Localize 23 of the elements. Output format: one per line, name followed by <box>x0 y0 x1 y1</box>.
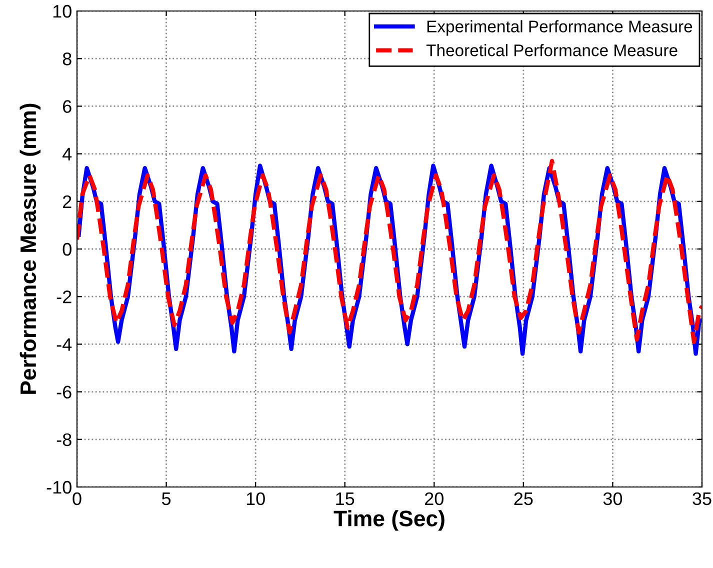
y-tick-label: -8 <box>56 433 72 446</box>
x-tick-label: 15 <box>336 492 354 506</box>
legend-label: Experimental Performance Measure <box>427 20 692 36</box>
y-tick-label: 4 <box>62 148 72 160</box>
legend-label: Theoretical Performance Measure <box>426 44 678 56</box>
x-tick-label: 25 <box>514 492 533 506</box>
y-tick-label: 10 <box>53 4 72 18</box>
y-tick-label: -6 <box>56 386 72 399</box>
x-tick-label: 5 <box>162 492 171 506</box>
y-tick-label: -2 <box>56 290 72 304</box>
y-tick-label: 6 <box>63 100 72 113</box>
x-tick-label: 30 <box>603 492 622 506</box>
x-tick-label: 20 <box>425 492 444 506</box>
y-tick-label: -4 <box>56 338 72 351</box>
x-tick-label: 10 <box>246 492 265 506</box>
y-tick-label: 8 <box>62 52 72 66</box>
y-axis-title: Performance Measure (mm) <box>20 104 40 394</box>
x-tick-label: 35 <box>692 492 712 506</box>
y-tick-label: 2 <box>63 195 72 208</box>
x-tick-label: 0 <box>72 492 82 506</box>
y-tick-label: 0 <box>62 242 72 256</box>
y-tick-label: -10 <box>46 480 72 494</box>
x-axis-title: Time (Sec) <box>334 510 444 531</box>
